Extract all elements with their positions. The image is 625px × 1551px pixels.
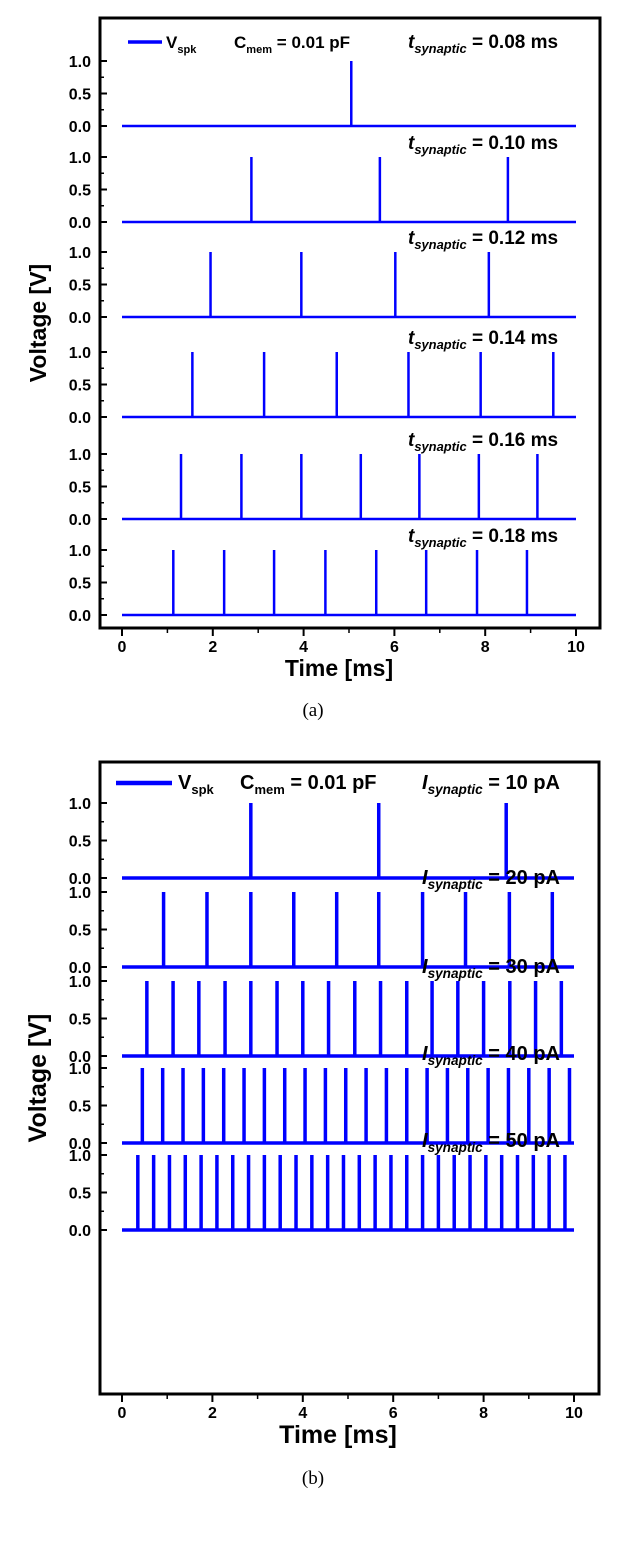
x-tick-label: 0 <box>118 639 127 656</box>
trace-param-label: Isynaptic = 50 pA <box>422 1130 560 1155</box>
y-tick-label: 0.0 <box>69 119 91 136</box>
x-axis-title: Time [ms] <box>279 1421 397 1449</box>
y-tick-label: 0.5 <box>69 480 91 497</box>
legend: Vspk Cmem = 0.01 pF <box>128 33 350 56</box>
y-tick-label: 0.5 <box>69 1186 91 1203</box>
trace-1: 0.0 0.5 1.0 tsynaptic = 0.08 ms <box>69 32 576 136</box>
y-tick-label: 0.0 <box>69 960 91 977</box>
trace-3: 0.0 0.5 1.0 Isynaptic = 30 pA <box>69 956 574 1066</box>
x-tick-label: 8 <box>481 639 490 656</box>
x-tick-label: 0 <box>118 1405 127 1422</box>
trace-param-label: Isynaptic = 20 pA <box>422 867 560 892</box>
y-tick-label: 0.5 <box>69 378 91 395</box>
y-tick-label: 0.5 <box>69 834 91 851</box>
panel-b: 0 2 4 6 8 10 Time [ms] Voltage [V] (b) Vspk Cmem =… <box>24 760 601 1489</box>
y-tick-label: 0.5 <box>69 278 91 295</box>
x-tick-label: 4 <box>298 1405 307 1422</box>
y-axis-title: Voltage [V] <box>24 1014 52 1143</box>
legend-series-label: Vspk <box>166 33 197 56</box>
y-tick-label: 1.0 <box>69 345 91 362</box>
x-tick-label: 8 <box>479 1405 488 1422</box>
trace-4: 0.0 0.5 1.0 Isynaptic = 40 pA <box>69 1043 574 1153</box>
y-tick-label: 1.0 <box>69 796 91 813</box>
panel-a: 0 2 4 6 8 10 Time [ms] Voltage [V] (a) Vspk Cmem =… <box>25 16 602 721</box>
trace-param-label: Isynaptic = 10 pA <box>422 772 560 797</box>
x-tick-label: 6 <box>390 639 399 656</box>
y-tick-label: 0.0 <box>69 1223 91 1240</box>
y-tick-label: 0.5 <box>69 183 91 200</box>
y-axis-title: Voltage [V] <box>25 264 51 382</box>
trace-param-label: Isynaptic = 40 pA <box>422 1043 560 1068</box>
trace-5: 0.0 0.5 1.0 tsynaptic = 0.16 ms <box>69 430 576 529</box>
trace-2: 0.0 0.5 1.0 tsynaptic = 0.10 ms <box>69 133 576 232</box>
y-tick-label: 0.5 <box>69 1099 91 1116</box>
trace-param-label: Isynaptic = 30 pA <box>422 956 560 981</box>
y-tick-label: 1.0 <box>69 1061 91 1078</box>
y-tick-label: 0.0 <box>69 871 91 888</box>
legend-cmem-label: Cmem = 0.01 pF <box>240 772 377 797</box>
panel-label: (a) <box>302 700 323 721</box>
y-tick-label: 0.0 <box>69 1049 91 1066</box>
y-tick-label: 1.0 <box>69 1148 91 1165</box>
y-tick-label: 1.0 <box>69 543 91 560</box>
y-tick-label: 0.0 <box>69 215 91 232</box>
trace-4: 0.0 0.5 1.0 tsynaptic = 0.14 ms <box>69 328 576 427</box>
x-tick-label: 4 <box>299 639 308 656</box>
legend: Vspk Cmem = 0.01 pF <box>116 772 377 797</box>
y-tick-label: 0.0 <box>69 608 91 625</box>
trace-param-label: tsynaptic = 0.10 ms <box>408 133 558 157</box>
y-tick-label: 0.5 <box>69 87 91 104</box>
trace-6: 0.0 0.5 1.0 tsynaptic = 0.18 ms <box>69 526 576 625</box>
y-tick-label: 0.5 <box>69 576 91 593</box>
trace-param-label: tsynaptic = 0.18 ms <box>408 526 558 550</box>
plot-frame <box>98 16 602 630</box>
y-tick-label: 0.0 <box>69 410 91 427</box>
y-tick-label: 0.5 <box>69 1012 91 1029</box>
y-tick-label: 1.0 <box>69 245 91 262</box>
y-tick-label: 1.0 <box>69 885 91 902</box>
x-tick-label: 2 <box>208 639 217 656</box>
y-tick-label: 0.5 <box>69 923 91 940</box>
x-axis-title: Time [ms] <box>285 655 393 681</box>
trace-2: 0.0 0.5 1.0 Isynaptic = 20 pA <box>69 867 574 977</box>
plot-frame <box>98 760 601 1396</box>
x-tick-label: 10 <box>565 1405 583 1422</box>
trace-param-label: tsynaptic = 0.12 ms <box>408 228 558 252</box>
legend-series-label: Vspk <box>178 772 215 797</box>
trace-1: 0.0 0.5 1.0 Isynaptic = 10 pA <box>69 772 574 888</box>
trace-5: 0.0 0.5 1.0 Isynaptic = 50 pA <box>69 1130 574 1240</box>
y-tick-label: 0.0 <box>69 310 91 327</box>
x-tick-label: 6 <box>389 1405 398 1422</box>
y-tick-label: 1.0 <box>69 54 91 71</box>
x-tick-label: 2 <box>208 1405 217 1422</box>
panel-label: (b) <box>302 1468 324 1489</box>
y-tick-label: 1.0 <box>69 974 91 991</box>
trace-param-label: tsynaptic = 0.14 ms <box>408 328 558 352</box>
y-tick-label: 1.0 <box>69 447 91 464</box>
y-tick-label: 1.0 <box>69 150 91 167</box>
trace-param-label: tsynaptic = 0.16 ms <box>408 430 558 454</box>
legend-cmem-label: Cmem = 0.01 pF <box>234 33 350 56</box>
y-tick-label: 0.0 <box>69 512 91 529</box>
trace-3: 0.0 0.5 1.0 tsynaptic = 0.12 ms <box>69 228 576 327</box>
y-tick-label: 0.0 <box>69 1136 91 1153</box>
trace-param-label: tsynaptic = 0.08 ms <box>408 32 558 56</box>
x-tick-label: 10 <box>567 639 585 656</box>
